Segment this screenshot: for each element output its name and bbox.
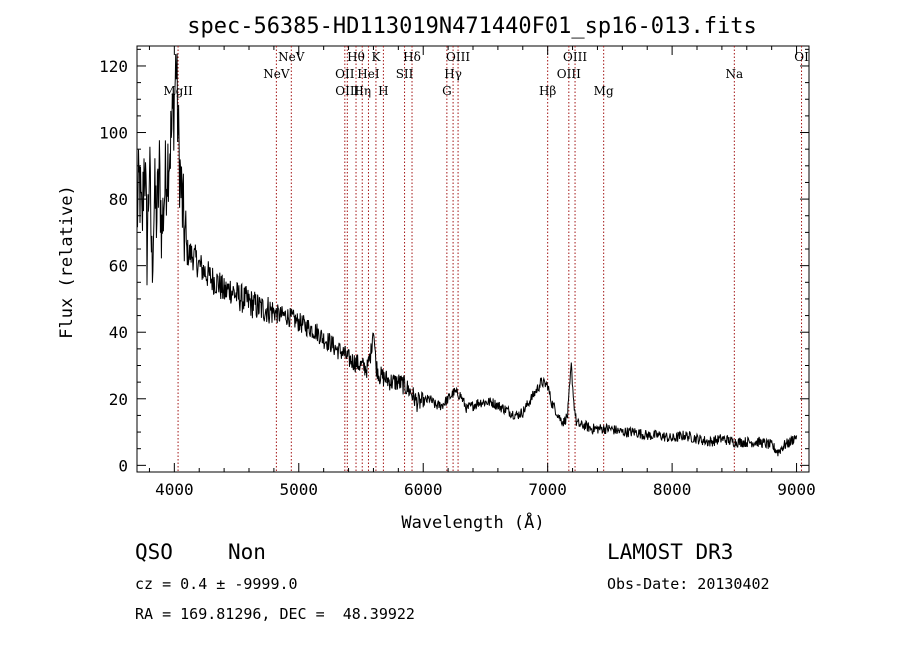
y-tick-label: 120 <box>99 57 128 76</box>
y-tick-label: 80 <box>109 190 128 209</box>
line-marker-label: Hβ <box>539 84 556 98</box>
x-tick-label: 6000 <box>404 480 443 499</box>
line-marker-label: Hη <box>353 84 371 98</box>
line-marker-label: Mg <box>594 84 614 98</box>
line-marker-label: H <box>378 84 388 98</box>
y-tick-label: 0 <box>118 456 128 475</box>
x-tick-label: 8000 <box>653 480 692 499</box>
line-marker-label: G <box>442 84 452 98</box>
line-marker-label: OIII <box>446 50 470 64</box>
y-tick-label: 100 <box>99 124 128 143</box>
line-marker-label: Na <box>726 67 744 81</box>
object-class: QSO <box>135 540 173 564</box>
line-marker-label: HeI <box>357 67 380 81</box>
line-marker-label: SII <box>396 67 414 81</box>
line-marker-label: NeV <box>263 67 290 81</box>
object-subclass: Non <box>228 540 266 564</box>
x-tick-label: 9000 <box>777 480 816 499</box>
line-marker-label: NeV <box>278 50 305 64</box>
y-axis: 0 20 40 60 80 100 120 <box>99 48 809 475</box>
y-axis-label: Flux (relative) <box>57 185 77 339</box>
x-tick-label: 5000 <box>280 480 319 499</box>
x-axis: 4000 5000 6000 7000 8000 9000 <box>148 46 816 499</box>
spectrum-line <box>136 53 798 457</box>
y-tick-label: 40 <box>109 323 128 342</box>
line-marker-label: K <box>371 50 381 64</box>
survey-name: LAMOST DR3 <box>607 540 733 564</box>
y-tick-label: 20 <box>109 390 128 409</box>
chart-title: spec-56385-HD113019N471440F01_sp16-013.f… <box>187 14 757 39</box>
emission-line-labels: MgIINeVNeVOIIOIIIHθHηHeIKHSIIHδGHγOIIIHβ… <box>163 50 809 98</box>
y-tick-label: 60 <box>109 257 128 276</box>
line-marker-label: Hθ <box>347 50 365 64</box>
line-marker-label: OI <box>794 50 809 64</box>
obs-date: Obs-Date: 20130402 <box>607 575 770 593</box>
x-axis-label: Wavelength (Å) <box>401 511 544 533</box>
line-marker-label: Hδ <box>403 50 421 64</box>
line-marker-label: OIII <box>563 50 587 64</box>
line-marker-label: MgII <box>163 84 193 98</box>
line-marker-label: OIII <box>557 67 581 81</box>
coordinates: RA = 169.81296, DEC = 48.39922 <box>135 605 415 623</box>
x-tick-label: 4000 <box>155 480 194 499</box>
line-marker-label: Hγ <box>444 67 462 81</box>
line-marker-label: OII <box>335 67 355 81</box>
x-tick-label: 7000 <box>528 480 567 499</box>
line-marker-label: OIII <box>335 84 359 98</box>
emission-line-markers <box>177 46 803 472</box>
redshift-cz: cz = 0.4 ± -9999.0 <box>135 575 298 593</box>
